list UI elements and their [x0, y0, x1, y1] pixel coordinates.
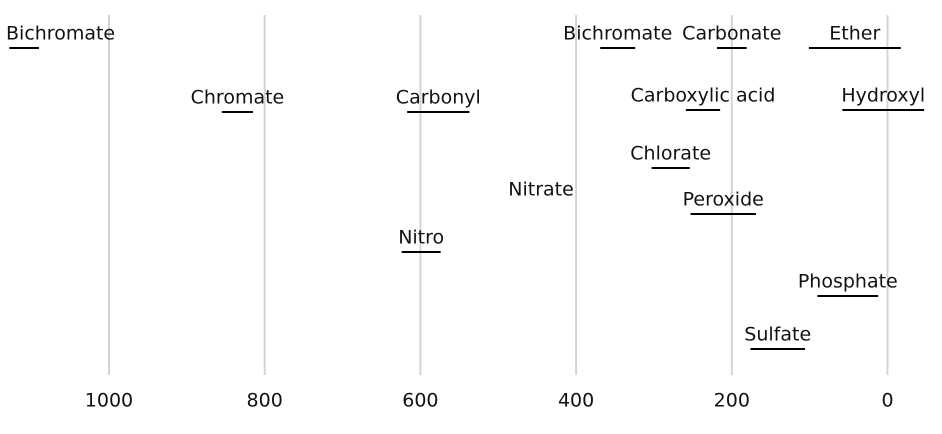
range-label: Carboxylic acid: [631, 85, 776, 107]
range-label: Bichromate: [6, 23, 115, 45]
range-label: Ether: [829, 23, 880, 45]
x-tick-label: 600: [402, 390, 438, 412]
range-label: Carbonyl: [396, 87, 481, 109]
x-tick-label: 200: [714, 390, 750, 412]
range-label: Chlorate: [630, 143, 711, 165]
range-label: Carbonate: [682, 23, 781, 45]
range-label: Nitrate: [508, 179, 574, 201]
range-label: Phosphate: [798, 271, 898, 293]
range-label: Bichromate: [563, 23, 672, 45]
x-tick-label: 800: [247, 390, 283, 412]
range-label: Peroxide: [683, 189, 764, 211]
x-tick-label: 0: [881, 390, 893, 412]
range-label: Chromate: [191, 87, 285, 109]
x-tick-label: 400: [558, 390, 594, 412]
range-label: Nitro: [398, 227, 444, 249]
x-tick-label: 1000: [85, 390, 133, 412]
range-label: Sulfate: [744, 324, 811, 346]
range-label: Hydroxyl: [841, 85, 925, 107]
